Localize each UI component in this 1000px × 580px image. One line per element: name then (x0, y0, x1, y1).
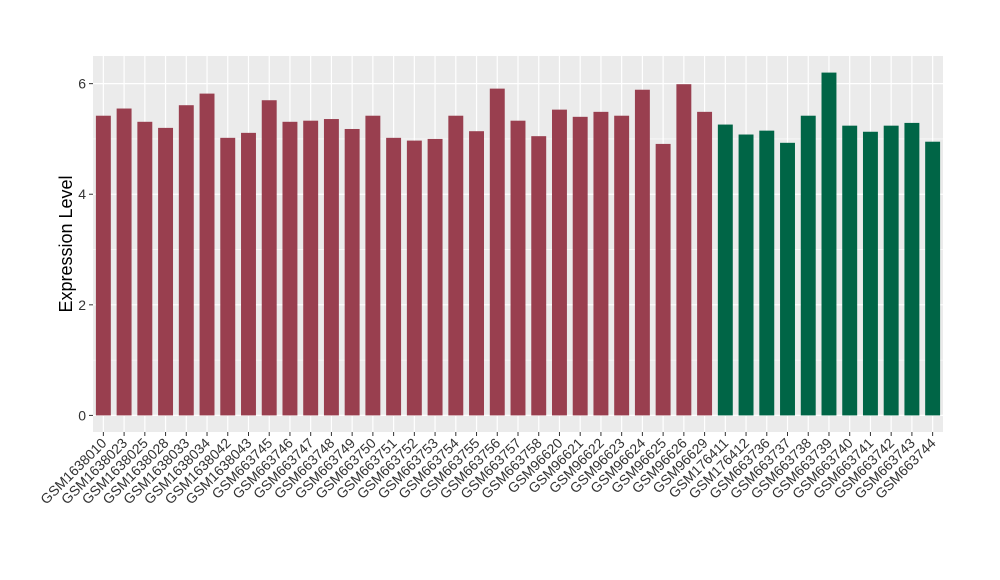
bar-GSM663754 (448, 115, 464, 416)
y-axis: 0 2 4 6 (78, 76, 93, 423)
bar-GSM663747 (303, 120, 319, 416)
bar-GSM663736 (759, 130, 775, 416)
bar-GSM663737 (780, 142, 795, 416)
bar-GSM663749 (344, 128, 360, 416)
y-axis-title: Expression Level (56, 175, 76, 312)
bar-GSM663757 (510, 120, 526, 416)
bar-GSM96629 (697, 111, 713, 416)
y-tick-label: 2 (78, 297, 86, 313)
bar-GSM1638025 (137, 121, 153, 416)
bar-GSM1638043 (241, 132, 256, 416)
y-tick-label: 4 (78, 186, 86, 202)
bar-GSM663739 (821, 72, 837, 416)
bars (95, 72, 941, 416)
y-tick-label: 0 (78, 407, 86, 423)
bar-GSM663745 (261, 100, 277, 416)
bar-GSM96621 (572, 116, 588, 416)
bar-GSM663743 (904, 122, 920, 416)
bar-GSM663748 (323, 119, 339, 416)
bar-GSM663740 (842, 125, 858, 416)
bar-GSM663756 (489, 88, 505, 416)
bar-GSM1638042 (220, 137, 236, 416)
bar-GSM663742 (883, 125, 899, 416)
bar-GSM96622 (593, 111, 609, 416)
bar-GSM663755 (469, 131, 484, 416)
bar-GSM1638034 (199, 93, 215, 416)
bar-GSM663758 (531, 136, 547, 416)
bar-GSM1638023 (116, 108, 132, 416)
bar-GSM663751 (386, 137, 402, 416)
bar-GSM663752 (406, 140, 422, 416)
bar-GSM663750 (365, 115, 381, 416)
bar-GSM663738 (800, 115, 816, 416)
bar-GSM96625 (655, 143, 671, 416)
y-tick-label: 6 (78, 76, 86, 92)
bar-GSM1638010 (95, 115, 111, 416)
bar-GSM1638033 (178, 105, 194, 416)
bar-GSM663744 (925, 141, 941, 416)
bar-GSM96620 (552, 109, 567, 416)
bar-GSM176412 (738, 134, 754, 416)
x-axis: GSM1638010GSM1638023GSM1638025GSM1638028… (37, 432, 939, 507)
bar-GSM663753 (427, 138, 443, 416)
bar-GSM96623 (614, 115, 630, 416)
bar-GSM96626 (676, 84, 692, 416)
bar-GSM176411 (717, 124, 733, 416)
bar-GSM96624 (634, 89, 650, 416)
bar-GSM1638028 (158, 127, 174, 416)
bar-GSM663746 (282, 121, 298, 416)
bar-GSM663741 (862, 131, 878, 416)
